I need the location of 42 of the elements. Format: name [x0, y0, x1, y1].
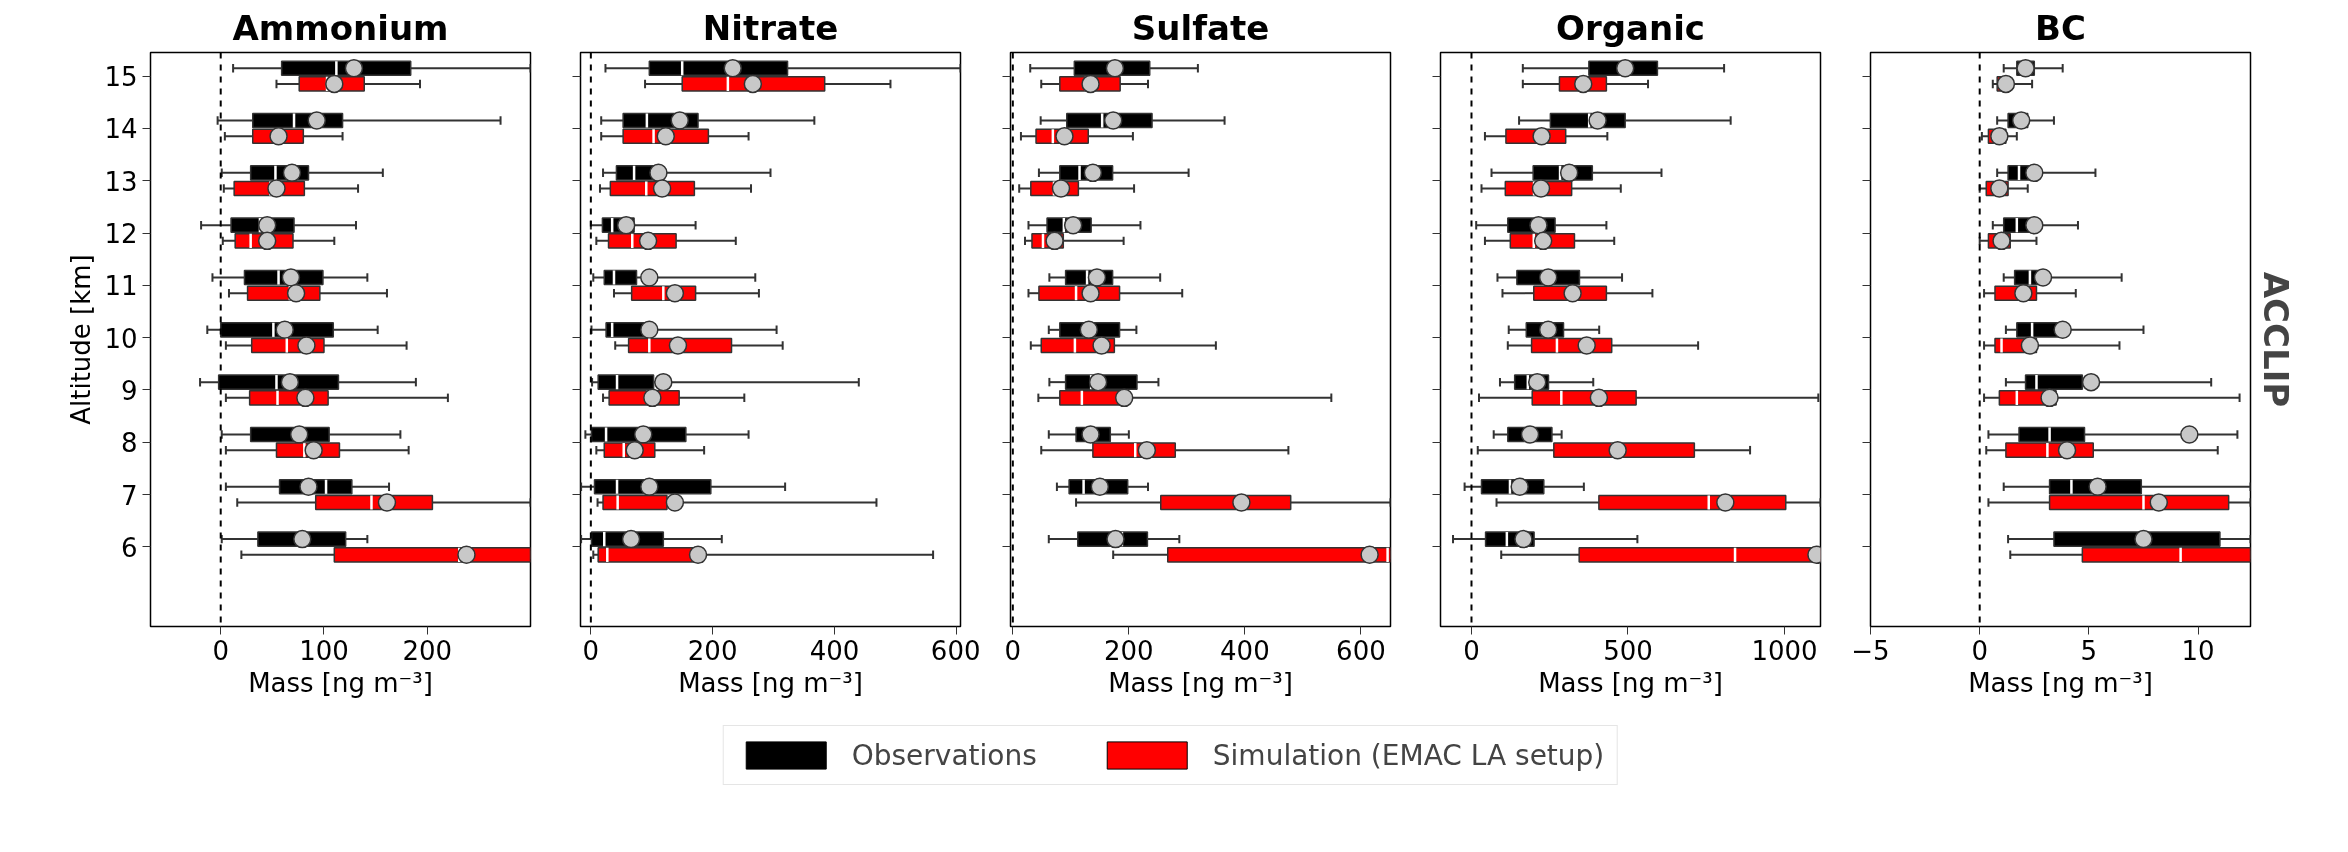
x-tick-label: 200 — [687, 635, 738, 666]
x-axis-title: Mass [ng m⁻³] — [1968, 667, 2153, 698]
y-axis-title: Altitude [km] — [66, 254, 97, 425]
x-tick-label: 400 — [809, 635, 860, 666]
chart-title: Organic — [1556, 7, 1705, 48]
x-tick-label: 0 — [212, 635, 229, 666]
chart-title: BC — [2035, 7, 2086, 48]
legend-label: Observations — [851, 738, 1037, 772]
y-tick-label: 10 — [104, 323, 138, 354]
x-axis-title: Mass [ng m⁻³] — [1538, 667, 1723, 698]
y-tick-label: 8 — [120, 428, 138, 459]
y-tick-label: 12 — [104, 219, 138, 250]
x-tick-label: −5 — [1851, 635, 1890, 666]
y-tick-label: 13 — [104, 166, 138, 197]
x-tick-label: 0 — [1971, 635, 1988, 666]
x-tick-label: 0 — [1004, 635, 1022, 666]
chart-title: Sulfate — [1131, 7, 1270, 48]
legend-label: Simulation (EMAC LA setup) — [1212, 738, 1605, 772]
y-tick-label: 7 — [120, 480, 138, 511]
text: ACCLIP — [2255, 271, 2296, 408]
x-tick-label: 200 — [1104, 635, 1154, 666]
x-tick-label: 600 — [1336, 635, 1386, 666]
x-axis-title: Mass [ng m⁻³] — [248, 667, 433, 698]
chart-title: Ammonium — [232, 7, 449, 48]
y-tick-label: 6 — [120, 532, 138, 563]
x-tick-label: 0 — [582, 635, 600, 666]
x-tick-label: 5 — [2080, 635, 2098, 666]
x-tick-label: 1000 — [1751, 635, 1818, 666]
x-tick-label: 200 — [402, 635, 453, 666]
x-tick-label: 100 — [299, 635, 349, 666]
x-tick-label: 0 — [1463, 635, 1480, 666]
x-axis-title: Mass [ng m⁻³] — [1108, 667, 1293, 698]
y-tick-label: 9 — [120, 375, 138, 406]
x-tick-label: 400 — [1220, 635, 1270, 666]
x-axis-title: Mass [ng m⁻³] — [678, 667, 863, 698]
y-tick-label: 14 — [104, 114, 138, 145]
chart-title: Nitrate — [702, 7, 839, 48]
x-tick-label: 500 — [1603, 635, 1653, 666]
y-tick-label: 15 — [104, 62, 138, 93]
x-tick-label: 600 — [930, 635, 981, 666]
x-tick-label: 10 — [2181, 635, 2215, 666]
y-tick-label: 11 — [104, 271, 138, 302]
